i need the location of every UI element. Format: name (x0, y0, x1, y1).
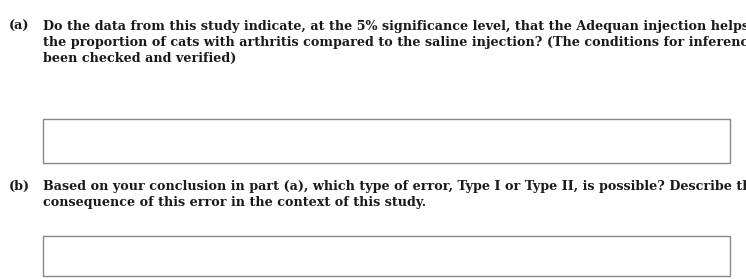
Text: Do the data from this study indicate, at the 5% significance level, that the Ade: Do the data from this study indicate, at… (43, 20, 746, 33)
Text: the proportion of cats with arthritis compared to the saline injection? (The con: the proportion of cats with arthritis co… (43, 36, 746, 49)
Text: consequence of this error in the context of this study.: consequence of this error in the context… (43, 196, 427, 209)
Text: (b): (b) (9, 180, 30, 193)
Text: (a): (a) (9, 20, 29, 33)
Text: Based on your conclusion in part (a), which type of error, Type I or Type II, is: Based on your conclusion in part (a), wh… (43, 180, 746, 193)
FancyBboxPatch shape (43, 236, 730, 276)
FancyBboxPatch shape (43, 119, 730, 163)
Text: been checked and verified): been checked and verified) (43, 52, 236, 65)
